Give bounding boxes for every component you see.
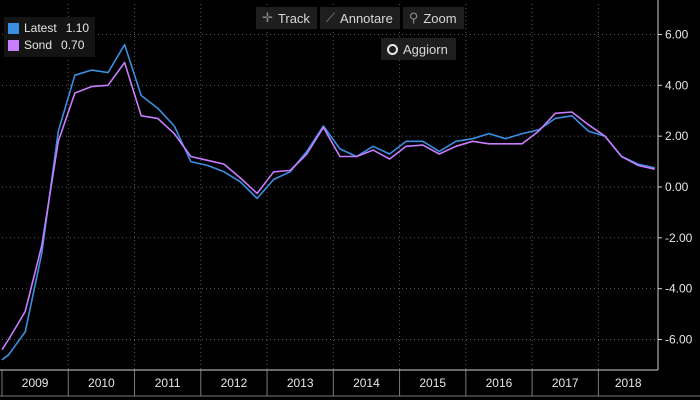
legend-entry-latest[interactable]: Latest 1.10 xyxy=(8,20,89,37)
legend-swatch-sond xyxy=(8,40,19,51)
magnifier-icon: ⚲ xyxy=(408,10,419,25)
pencil-line-icon: ⟋ xyxy=(325,10,336,25)
series-lines xyxy=(1,43,655,361)
legend-label-sond: Sond xyxy=(24,38,53,52)
x-tick-label: 2009 xyxy=(22,376,49,390)
annotate-button[interactable]: ⟋ Annotare xyxy=(319,7,400,29)
x-tick-label: 2018 xyxy=(615,376,642,390)
x-tick-label: 2017 xyxy=(552,376,579,390)
y-tick-label: 6.00 xyxy=(665,28,689,42)
x-tick-label: 2016 xyxy=(486,376,513,390)
x-tick-label: 2011 xyxy=(155,376,181,390)
refresh-icon xyxy=(387,43,398,55)
zoom-button-label: Zoom xyxy=(423,10,457,26)
x-tick-label: 2010 xyxy=(88,376,115,390)
legend-value-latest: 1.10 xyxy=(65,21,90,35)
track-button[interactable]: ✛ Track xyxy=(256,7,317,29)
y-tick-label: -4.00 xyxy=(665,282,693,296)
y-tick-label: 2.00 xyxy=(665,129,689,143)
y-tick-label: -6.00 xyxy=(665,333,693,347)
chart-legend: Latest 1.10 Sond 0.70 xyxy=(4,17,96,57)
legend-swatch-latest xyxy=(8,23,19,34)
track-button-label: Track xyxy=(277,10,310,26)
zoom-button[interactable]: ⚲ Zoom xyxy=(402,7,464,29)
y-tick-label: 4.00 xyxy=(665,78,689,92)
refresh-button-label: Aggiorn xyxy=(403,41,448,57)
refresh-button[interactable]: Aggiorn xyxy=(381,38,456,60)
y-tick-label: 0.00 xyxy=(665,180,689,194)
series-line-sond xyxy=(1,61,655,351)
annotate-button-label: Annotare xyxy=(340,10,393,26)
y-tick-label: -2.00 xyxy=(665,231,693,245)
legend-value-sond: 0.70 xyxy=(61,38,85,52)
x-tick-label: 2014 xyxy=(353,376,380,390)
chart-toolbar: ✛ Track ⟋ Annotare ⚲ Zoom xyxy=(256,7,464,29)
x-tick-label: 2013 xyxy=(287,376,314,390)
legend-label-latest: Latest xyxy=(24,21,57,35)
x-tick-label: 2015 xyxy=(419,376,446,390)
crosshair-icon: ✛ xyxy=(262,10,273,25)
legend-entry-sond[interactable]: Sond 0.70 xyxy=(8,37,89,54)
x-tick-label: 2012 xyxy=(221,376,248,390)
